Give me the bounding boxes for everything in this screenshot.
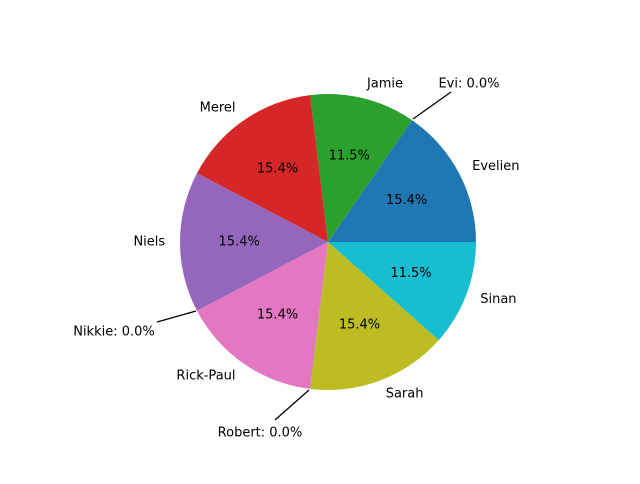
pie-slice-niels [179,173,328,311]
slice-name-labels: Evelien Jamie Merel Niels Rick-Paul Sarah Sina… [133,76,519,401]
percent-label-merel: 15.4% [257,161,298,176]
percent-label-jamie: 11.5% [329,148,370,163]
pie-slice-merel [196,95,328,242]
slice-label-jamie: Jamie [366,76,403,91]
annotation-leader-robert [274,389,310,421]
percent-label-sarah: 15.4% [339,318,380,333]
annotation-leader-evi [412,91,452,120]
annotation-nikkie: Nikkie: 0.0% [73,325,155,340]
pie-slices [179,94,476,390]
slice-label-merel: Merel [200,101,236,116]
percent-label-sinan: 11.5% [390,266,431,281]
percent-labels: 15.4% 11.5% 15.4% 15.4% 15.4% 15.4% 11.5% [219,148,432,332]
annotation-robert: Robert: 0.0% [218,426,303,441]
annotation-evi: Evi: 0.0% [438,77,499,92]
pie-slice-evelien [328,120,476,242]
pie-slice-rick-paul [196,242,328,389]
percent-label-rick-paul: 15.4% [257,308,298,323]
annotation-leader-nikkie [156,310,197,323]
pie-slice-jamie [310,94,413,242]
slice-label-rick-paul: Rick-Paul [176,368,235,383]
slice-label-evelien: Evelien [472,159,519,174]
slice-label-sarah: Sarah [386,387,424,402]
slice-label-niels: Niels [133,235,165,250]
zero-slice-annotations: Evi: 0.0% Nikkie: 0.0% Robert: 0.0% [73,77,499,441]
pie-slice-sinan [328,242,476,341]
slice-label-sinan: Sinan [480,292,516,307]
pie-slice-sarah [310,242,439,390]
percent-label-evelien: 15.4% [386,193,427,208]
percent-label-niels: 15.4% [219,235,260,250]
